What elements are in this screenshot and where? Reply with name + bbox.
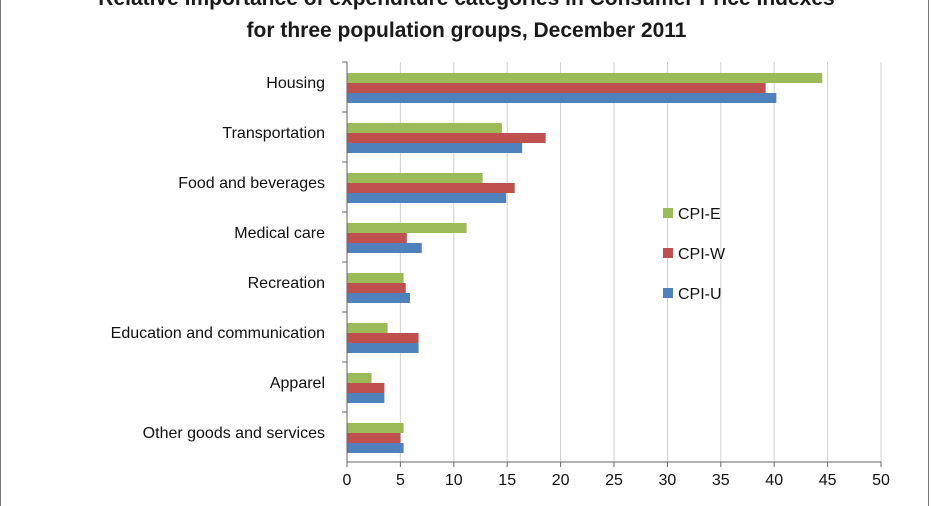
bar-cpi-w-0 — [347, 83, 766, 93]
category-label: Food and beverages — [178, 175, 325, 192]
bar-cpi-e-2 — [347, 173, 483, 183]
legend-swatch-cpi-u — [663, 288, 673, 298]
x-tick-label: 30 — [659, 472, 677, 489]
category-label: Transportation — [222, 125, 325, 142]
x-tick-label: 0 — [343, 472, 352, 489]
bar-cpi-u-1 — [347, 143, 523, 153]
x-tick-labels: 0 5 10 15 20 25 30 35 40 45 50 — [343, 472, 890, 489]
x-tick-label: 40 — [765, 472, 783, 489]
x-tick-label: 10 — [445, 472, 463, 489]
axes — [342, 61, 882, 467]
category-label: Other goods and services — [143, 425, 325, 442]
bar-cpi-w-5 — [347, 333, 419, 343]
bar-cpi-u-2 — [347, 193, 507, 203]
category-label: Recreation — [248, 275, 325, 292]
bar-cpi-w-1 — [347, 133, 546, 143]
category-label: Housing — [266, 75, 325, 92]
category-labels: Housing Transportation Food and beverages M… — [111, 75, 325, 442]
category-label: Education and communication — [111, 325, 325, 342]
gridlines — [399, 62, 882, 462]
x-tick-label: 15 — [498, 472, 516, 489]
bar-cpi-e-5 — [347, 323, 388, 333]
x-tick-label: 25 — [605, 472, 623, 489]
legend: CPI-E CPI-W CPI-U — [663, 206, 726, 303]
legend-label-cpi-e: CPI-E — [678, 206, 721, 223]
bar-cpi-e-7 — [347, 423, 404, 433]
chart-title-line-2: for three population groups, December 20… — [246, 19, 687, 42]
category-label: Apparel — [270, 375, 325, 392]
bar-cpi-e-3 — [347, 223, 467, 233]
category-label: Medical care — [234, 225, 325, 242]
x-tick-label: 5 — [396, 472, 405, 489]
bar-cpi-w-3 — [347, 233, 407, 243]
bar-cpi-w-4 — [347, 283, 406, 293]
legend-label-cpi-u: CPI-U — [678, 286, 722, 303]
bar-cpi-u-0 — [347, 93, 777, 103]
bar-cpi-u-4 — [347, 293, 411, 303]
bar-cpi-u-5 — [347, 343, 419, 353]
legend-swatch-cpi-w — [663, 248, 673, 258]
bar-cpi-e-6 — [347, 373, 372, 383]
legend-label-cpi-w: CPI-W — [678, 246, 726, 263]
bar-cpi-e-0 — [347, 73, 823, 83]
bar-cpi-u-6 — [347, 393, 385, 403]
bar-cpi-w-7 — [347, 433, 401, 443]
bars — [347, 73, 823, 453]
x-tick-label: 50 — [872, 472, 890, 489]
legend-swatch-cpi-e — [663, 208, 673, 218]
x-tick-label: 45 — [819, 472, 837, 489]
bar-cpi-w-6 — [347, 383, 385, 393]
bar-cpi-e-4 — [347, 273, 404, 283]
x-tick-label: 35 — [712, 472, 730, 489]
bar-cpi-u-3 — [347, 243, 422, 253]
bar-cpi-e-1 — [347, 123, 502, 133]
bar-cpi-w-2 — [347, 183, 515, 193]
chart-title-line-1: Relative importance of expenditure categ… — [1, 0, 928, 11]
x-tick-label: 20 — [552, 472, 570, 489]
bar-cpi-u-7 — [347, 443, 404, 453]
